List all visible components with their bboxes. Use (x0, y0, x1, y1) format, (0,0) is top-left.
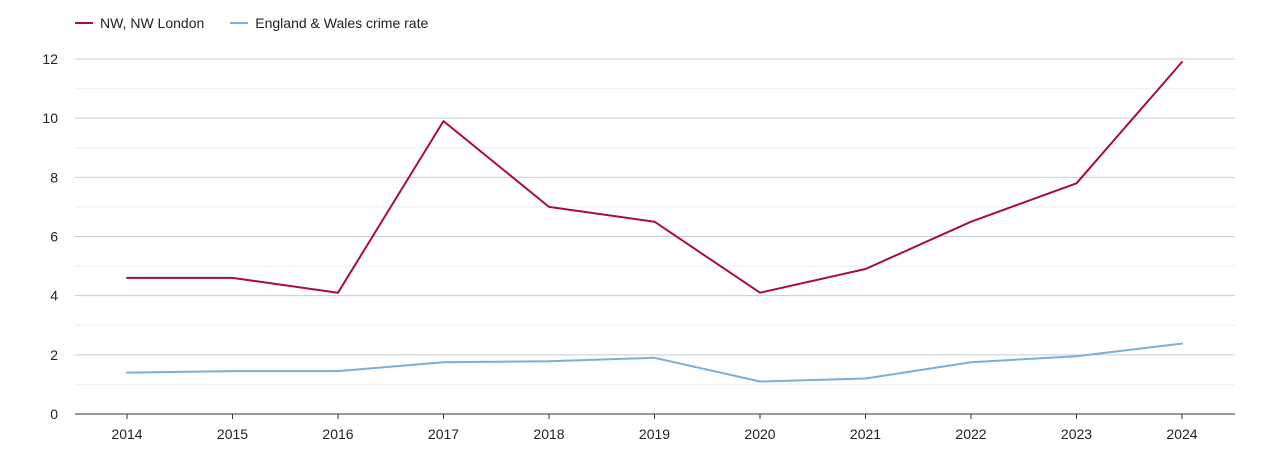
series-line-1 (126, 61, 1183, 294)
y-tick-label: 2 (50, 347, 58, 363)
legend-label-series-1: NW, NW London (100, 15, 205, 31)
legend-swatch-series-2 (230, 22, 249, 24)
x-tick-label: 2022 (955, 426, 986, 442)
legend-label-series-2: England & Wales crime rate (255, 15, 429, 31)
series-line-2 (126, 342, 1183, 383)
x-tick-label: 2014 (111, 426, 142, 442)
chart-legend: NW, NW London England & Wales crime rate (75, 15, 454, 31)
y-tick-label: 8 (50, 169, 58, 185)
x-tick-label: 2023 (1061, 426, 1092, 442)
x-tick-label: 2016 (322, 426, 353, 442)
x-tick-label: 2021 (850, 426, 881, 442)
x-tick-label: 2024 (1166, 426, 1197, 442)
legend-item-series-1[interactable]: NW, NW London (75, 15, 204, 31)
x-tick-label: 2019 (639, 426, 670, 442)
y-tick-label: 12 (42, 51, 58, 67)
y-tick-label: 6 (50, 229, 58, 245)
legend-item-series-2[interactable]: England & Wales crime rate (230, 15, 428, 31)
y-tick-label: 10 (42, 110, 58, 126)
y-tick-label: 0 (50, 406, 58, 422)
legend-swatch-series-1 (75, 22, 93, 24)
y-tick-label: 4 (50, 288, 58, 304)
x-tick-label: 2020 (744, 426, 775, 442)
x-tick-label: 2017 (428, 426, 459, 442)
x-tick-label: 2015 (217, 426, 248, 442)
x-tick-label: 2018 (533, 426, 564, 442)
